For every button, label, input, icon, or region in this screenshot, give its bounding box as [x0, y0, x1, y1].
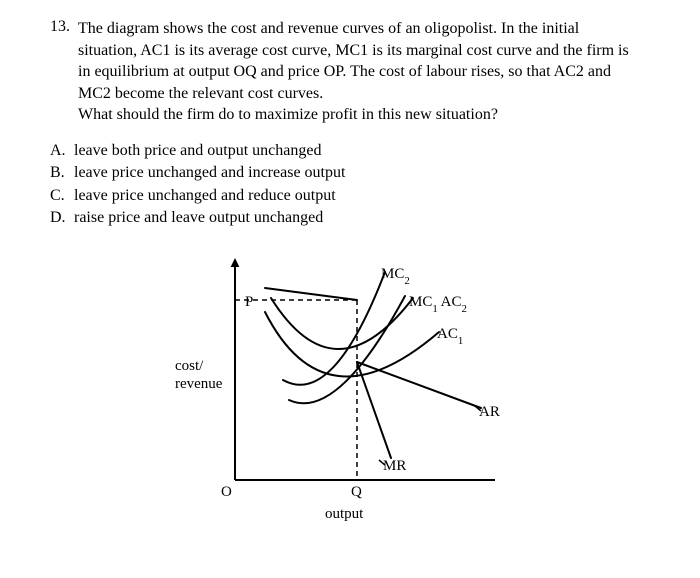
- question-para-2: What should the firm do to maximize prof…: [78, 106, 498, 123]
- question-block: 13. The diagram shows the cost and reven…: [50, 18, 640, 126]
- option-text: leave price unchanged and reduce output: [74, 185, 336, 207]
- option-text: leave price unchanged and increase outpu…: [74, 162, 345, 184]
- option-a: A. leave both price and output unchanged: [50, 140, 640, 162]
- option-b: B. leave price unchanged and increase ou…: [50, 162, 640, 184]
- option-d: D. raise price and leave output unchange…: [50, 207, 640, 229]
- question-text: The diagram shows the cost and revenue c…: [78, 18, 640, 126]
- svg-text:AC1: AC1: [437, 326, 463, 347]
- svg-text:revenue: revenue: [175, 376, 223, 392]
- svg-text:MC2: MC2: [381, 266, 410, 287]
- question-para-1: The diagram shows the cost and revenue c…: [78, 20, 629, 102]
- option-letter: C.: [50, 185, 74, 207]
- svg-text:output: output: [325, 506, 364, 522]
- options-list: A. leave both price and output unchanged…: [50, 140, 640, 230]
- option-letter: B.: [50, 162, 74, 184]
- svg-text:O: O: [221, 484, 232, 500]
- svg-text:cost/: cost/: [175, 358, 204, 374]
- economics-diagram: cost/revenue output O P Q MC2 MC1 AC2 AC1 AR MR: [165, 240, 525, 530]
- svg-text:AR: AR: [479, 404, 500, 420]
- option-letter: D.: [50, 207, 74, 229]
- question-number: 13.: [50, 18, 78, 126]
- svg-text:Q: Q: [351, 484, 362, 500]
- option-letter: A.: [50, 140, 74, 162]
- svg-text:MC1 AC2: MC1 AC2: [409, 294, 467, 315]
- option-text: raise price and leave output unchanged: [74, 207, 323, 229]
- svg-text:P: P: [245, 294, 253, 310]
- option-c: C. leave price unchanged and reduce outp…: [50, 185, 640, 207]
- diagram-container: cost/revenue output O P Q MC2 MC1 AC2 AC1 AR MR: [50, 240, 640, 530]
- svg-text:MR: MR: [383, 458, 406, 474]
- option-text: leave both price and output unchanged: [74, 140, 321, 162]
